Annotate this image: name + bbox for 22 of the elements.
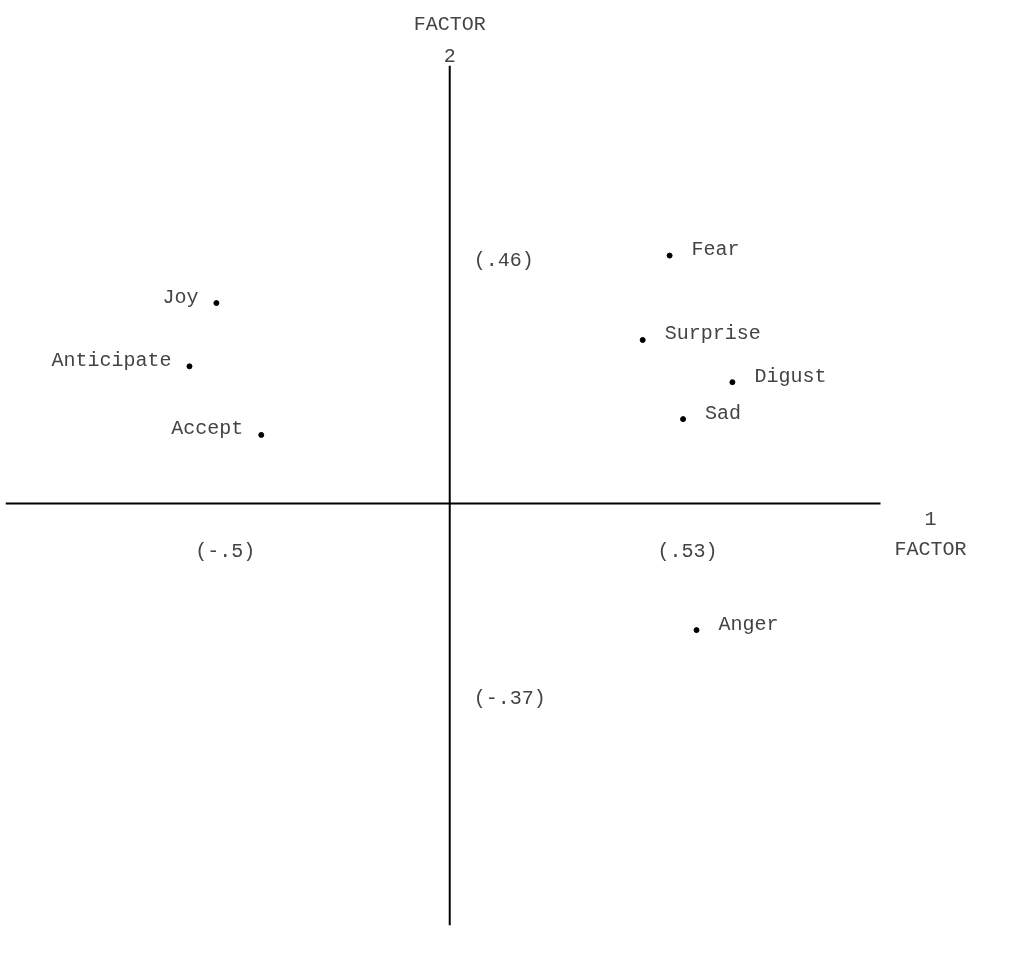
- y-axis-title: FACTOR 2: [413, 12, 486, 68]
- annotation: Anger: [718, 612, 779, 636]
- y-tick-label: (.46): [473, 249, 534, 273]
- annotation: Surprise: [664, 322, 761, 346]
- annotation: Joy: [162, 285, 199, 309]
- point: [729, 379, 736, 386]
- point: [213, 300, 220, 307]
- x-tick-label: (.53): [657, 539, 718, 563]
- annotation: Digust: [754, 364, 827, 388]
- point: [639, 336, 646, 343]
- x-axis-title: 1 FACTOR: [894, 507, 967, 561]
- annotation: Anticipate: [51, 348, 172, 372]
- annotation: Fear: [691, 238, 740, 262]
- annotation: Sad: [705, 401, 742, 425]
- point: [258, 431, 265, 438]
- y-tick-label: (-.37): [473, 687, 546, 711]
- x-tick-label: (-.5): [195, 539, 256, 563]
- point: [693, 627, 700, 634]
- point: [680, 416, 687, 423]
- point: [186, 363, 193, 370]
- point: [666, 252, 673, 259]
- annotation: Accept: [171, 417, 244, 441]
